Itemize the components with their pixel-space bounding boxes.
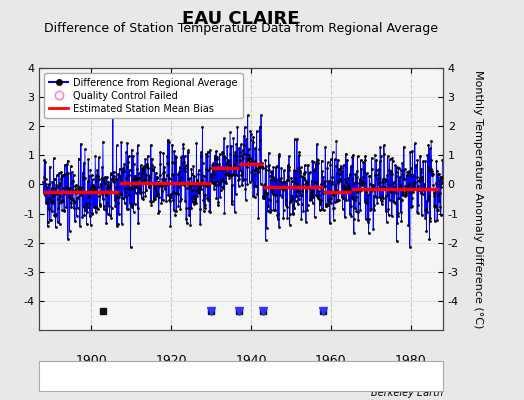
- Text: Empirical Break: Empirical Break: [360, 371, 437, 381]
- Text: Record Gap: Record Gap: [174, 371, 231, 381]
- Text: Station Move: Station Move: [78, 371, 141, 381]
- Text: 1920: 1920: [155, 354, 187, 367]
- Y-axis label: Monthly Temperature Anomaly Difference (°C): Monthly Temperature Anomaly Difference (…: [473, 70, 483, 328]
- Text: ●: ●: [144, 376, 145, 377]
- Text: EAU CLAIRE: EAU CLAIRE: [182, 10, 300, 28]
- Text: Time of Obs. Change: Time of Obs. Change: [259, 371, 361, 381]
- Text: 1940: 1940: [235, 354, 267, 367]
- Text: ●: ●: [358, 376, 359, 377]
- Text: Berkeley Earth: Berkeley Earth: [370, 388, 443, 398]
- Legend: Difference from Regional Average, Quality Control Failed, Estimated Station Mean: Difference from Regional Average, Qualit…: [44, 73, 243, 118]
- Text: Difference of Station Temperature Data from Regional Average: Difference of Station Temperature Data f…: [44, 22, 438, 35]
- Text: 1960: 1960: [315, 354, 347, 367]
- Text: 1980: 1980: [395, 354, 427, 367]
- Text: ●: ●: [54, 376, 56, 377]
- Text: 1900: 1900: [75, 354, 107, 367]
- Text: ●: ●: [238, 376, 239, 377]
